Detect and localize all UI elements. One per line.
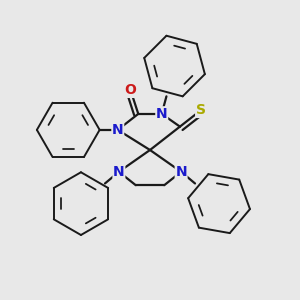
Text: O: O [125,83,136,97]
Text: N: N [113,165,125,179]
Text: N: N [175,165,187,179]
Text: S: S [196,103,206,117]
Text: N: N [156,107,167,121]
Text: N: N [112,123,124,137]
